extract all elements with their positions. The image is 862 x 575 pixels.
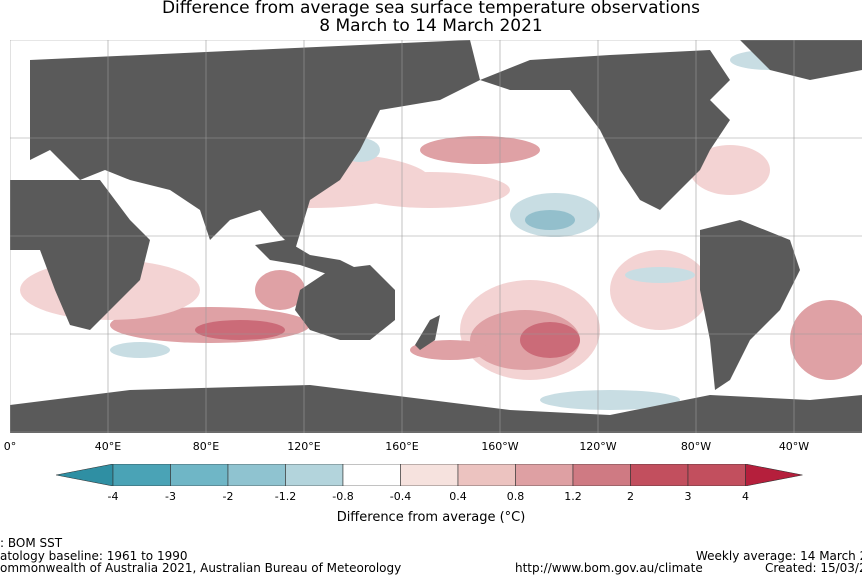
- colorbar-bin: [457, 464, 516, 486]
- colorbar-tick-label: 3: [684, 490, 692, 503]
- land: [10, 40, 862, 433]
- colorbar-tick-label: 4: [742, 490, 749, 503]
- colorbar-tick-label: 2: [627, 490, 634, 503]
- colorbar-bin: [170, 464, 229, 486]
- lon-label: 80°W: [680, 440, 712, 453]
- footer-source: : BOM SST: [0, 536, 63, 550]
- colorbar-bin: [515, 464, 574, 486]
- footer-url[interactable]: http://www.bom.gov.au/climate: [515, 561, 703, 575]
- colorbar-tick-label: -1.2: [274, 490, 297, 503]
- colorbar-tick-label: -0.8: [332, 490, 354, 503]
- colorbar-bin: [112, 464, 171, 486]
- lon-label: 120°E: [287, 440, 321, 453]
- colorbar-bin: [227, 464, 286, 486]
- colorbar-tick-label: 0.4: [449, 490, 467, 503]
- lon-label: 40°E: [94, 440, 122, 453]
- colorbar-bin: [572, 464, 631, 486]
- colorbar-tick-label: -2: [222, 490, 234, 503]
- colorbar-bin: [285, 464, 344, 486]
- map-date-range: 8 March to 14 March 2021: [319, 16, 543, 36]
- colorbar-bin: [400, 464, 459, 486]
- lon-label: 40°W: [778, 440, 810, 453]
- lon-label: 160°E: [385, 440, 419, 453]
- colorbar-extend-high: [745, 464, 803, 486]
- footer-created: Created: 15/03/2: [765, 561, 862, 575]
- colorbar-tick-label: 1.2: [564, 490, 582, 503]
- colorbar-tick-label: -3: [165, 490, 176, 503]
- sst-anomaly-map: [10, 40, 862, 433]
- colorbar-bin: [687, 464, 746, 486]
- colorbar-bin: [342, 464, 401, 486]
- colorbar-tick-label: -4: [107, 490, 119, 503]
- colorbar-bin: [630, 464, 689, 486]
- colorbar: [56, 464, 803, 486]
- footer-weekly-average: Weekly average: 14 March 2: [696, 549, 862, 563]
- graticule: [10, 40, 862, 433]
- map-title: Difference from average sea surface temp…: [161, 0, 701, 18]
- colorbar-tick-label: 0.8: [506, 490, 525, 503]
- lon-label: 80°E: [192, 440, 220, 453]
- lon-label: 120°W: [579, 440, 617, 453]
- footer-baseline: atology baseline: 1961 to 1990: [0, 549, 188, 563]
- lon-label: 160°W: [481, 440, 519, 453]
- colorbar-tick-label: -0.4: [389, 490, 412, 503]
- colorbar-title: Difference from average (°C): [336, 510, 526, 525]
- colorbar-extend-low: [56, 464, 114, 486]
- footer-copyright: ommonwealth of Australia 2021, Australia…: [0, 561, 402, 575]
- lon-label: 0°: [3, 440, 17, 453]
